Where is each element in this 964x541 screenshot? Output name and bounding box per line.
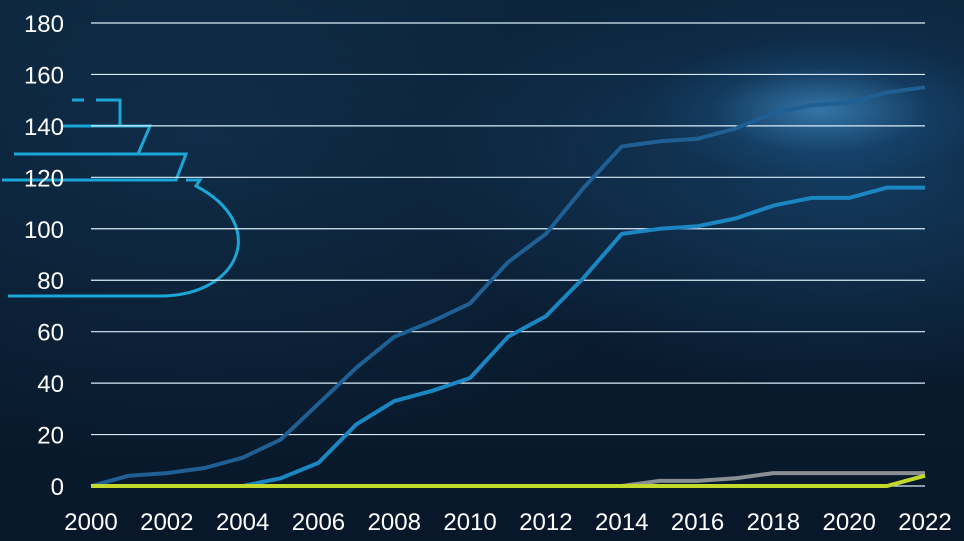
y-tick-label: 160 <box>24 62 64 89</box>
y-tick-label: 140 <box>24 114 64 141</box>
y-tick-label: 180 <box>24 11 64 38</box>
x-tick-label: 2018 <box>747 509 800 536</box>
y-axis-tick-labels: 0 20 40 60 80 100 120 140 160 180 <box>24 11 64 501</box>
y-tick-label: 20 <box>37 423 64 450</box>
y-tick-label: 120 <box>24 165 64 192</box>
x-tick-label: 2020 <box>822 509 875 536</box>
series-line-4 <box>91 473 926 488</box>
x-tick-label: 2006 <box>292 509 345 536</box>
y-tick-label: 100 <box>24 217 64 244</box>
x-tick-label: 2014 <box>595 509 648 536</box>
x-tick-label: 2004 <box>216 509 269 536</box>
x-tick-label: 2010 <box>443 509 496 536</box>
x-tick-label: 2008 <box>368 509 421 536</box>
x-tick-label: 2000 <box>64 509 117 536</box>
series-line-2 <box>91 185 925 488</box>
y-tick-label: 60 <box>37 320 64 347</box>
x-tick-label: 2002 <box>140 509 193 536</box>
grid-lines <box>91 22 925 487</box>
y-tick-label: 80 <box>37 268 64 295</box>
x-tick-label: 2016 <box>671 509 724 536</box>
y-tick-label: 40 <box>37 371 64 398</box>
series-lines <box>90 85 926 488</box>
x-axis-tick-labels: 2000 2002 2004 2006 2008 2010 2012 2014 2016 2018… <box>64 509 951 536</box>
series-line-1 <box>90 85 926 488</box>
y-tick-label: 0 <box>51 474 64 501</box>
x-tick-label: 2012 <box>519 509 572 536</box>
x-tick-label: 2022 <box>898 509 951 536</box>
